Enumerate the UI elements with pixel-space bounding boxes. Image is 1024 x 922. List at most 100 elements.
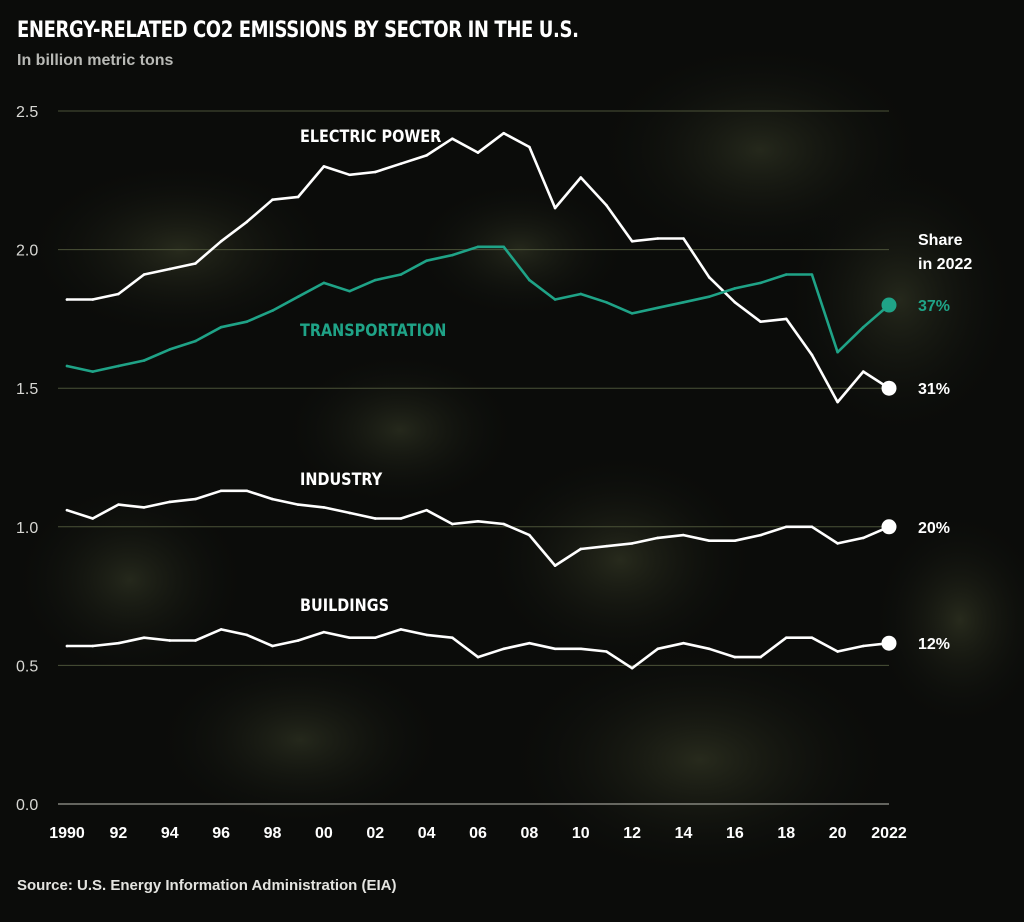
- x-tick-label: 00: [315, 825, 333, 842]
- y-tick-label: 0.0: [16, 797, 38, 814]
- x-tick-label: 2022: [871, 825, 907, 842]
- share-label-transportation: 37%: [918, 298, 950, 315]
- end-marker-buildings: [881, 635, 897, 651]
- x-tick-label: 08: [520, 825, 538, 842]
- data-point-transportation: [502, 245, 505, 249]
- y-tick-label: 1.5: [16, 381, 38, 398]
- data-point-transportation: [682, 300, 685, 304]
- data-point-buildings: [117, 641, 120, 645]
- data-point-electric-power: [528, 145, 531, 149]
- data-point-buildings: [194, 639, 197, 642]
- data-point-buildings: [528, 641, 531, 645]
- data-point-buildings: [630, 666, 634, 670]
- x-tick-label: 06: [469, 825, 487, 842]
- data-point-transportation: [605, 300, 608, 304]
- x-tick-label: 14: [675, 825, 693, 842]
- data-point-buildings: [476, 655, 480, 659]
- data-point-electric-power: [759, 320, 762, 323]
- x-tick-label: 02: [366, 825, 384, 842]
- data-point-industry: [91, 517, 94, 520]
- data-point-transportation: [784, 273, 788, 276]
- data-point-industry: [862, 536, 865, 540]
- data-point-buildings: [862, 644, 865, 648]
- data-point-buildings: [836, 650, 839, 653]
- data-point-buildings: [451, 636, 454, 639]
- data-point-industry: [784, 525, 788, 529]
- data-point-transportation: [707, 295, 711, 299]
- data-point-industry: [425, 508, 428, 512]
- data-point-electric-power: [707, 276, 711, 279]
- series-label-transportation: TRANSPORTATION: [300, 320, 446, 340]
- data-point-electric-power: [373, 170, 377, 174]
- y-tick-label: 2.0: [16, 243, 38, 260]
- data-point-buildings: [733, 655, 737, 659]
- data-point-buildings: [810, 636, 814, 639]
- x-tick-label: 92: [109, 825, 127, 842]
- data-point-industry: [271, 497, 274, 501]
- data-point-transportation: [91, 370, 94, 373]
- x-tick-label: 98: [264, 825, 282, 842]
- data-point-industry: [373, 517, 377, 520]
- data-point-buildings: [219, 628, 223, 631]
- data-point-transportation: [836, 350, 839, 354]
- data-point-buildings: [656, 647, 660, 651]
- data-point-electric-power: [425, 154, 428, 157]
- data-point-industry: [399, 517, 403, 520]
- data-point-buildings: [707, 647, 711, 651]
- data-point-transportation: [579, 292, 583, 296]
- x-tick-label: 20: [829, 825, 847, 842]
- data-point-transportation: [194, 339, 197, 343]
- data-point-buildings: [579, 647, 583, 651]
- data-point-electric-power: [296, 195, 300, 199]
- series-line-industry: [65, 489, 891, 567]
- y-tick-label: 1.0: [16, 520, 38, 537]
- data-point-industry: [142, 506, 146, 509]
- data-point-electric-power: [245, 220, 249, 224]
- data-point-electric-power: [219, 239, 223, 243]
- data-point-buildings: [553, 647, 557, 651]
- data-point-buildings: [271, 644, 274, 648]
- data-point-electric-power: [553, 206, 557, 210]
- data-point-buildings: [322, 630, 326, 634]
- data-point-industry: [579, 547, 583, 551]
- x-tick-label: 12: [623, 825, 641, 842]
- series-line-buildings: [65, 628, 891, 670]
- data-point-transportation: [322, 281, 326, 285]
- data-point-transportation: [219, 325, 223, 329]
- share-label-buildings: 12%: [918, 636, 950, 653]
- data-point-electric-power: [810, 353, 814, 357]
- data-point-transportation: [656, 306, 660, 310]
- data-point-buildings: [682, 641, 685, 645]
- y-tick-label: 2.5: [16, 104, 38, 121]
- share-label-industry: 20%: [918, 520, 950, 537]
- data-point-transportation: [862, 325, 865, 329]
- data-point-industry: [759, 533, 762, 537]
- share-header-line-2: in 2022: [918, 256, 973, 273]
- data-point-electric-power: [784, 317, 788, 321]
- data-point-electric-power: [194, 262, 197, 265]
- data-point-electric-power: [65, 298, 69, 301]
- data-point-electric-power: [630, 239, 634, 243]
- data-point-electric-power: [476, 151, 480, 154]
- data-point-industry: [451, 522, 454, 526]
- x-tick-label: 96: [212, 825, 230, 842]
- data-point-industry: [502, 522, 505, 526]
- data-point-industry: [528, 533, 531, 537]
- data-point-buildings: [605, 650, 608, 653]
- data-point-transportation: [553, 298, 557, 301]
- data-point-transportation: [296, 295, 300, 299]
- data-point-industry: [836, 542, 839, 545]
- share-label-electric-power: 31%: [918, 381, 950, 398]
- data-point-electric-power: [656, 237, 660, 240]
- x-tick-label: 16: [726, 825, 744, 842]
- data-point-industry: [65, 508, 69, 512]
- data-point-buildings: [168, 639, 172, 642]
- data-point-industry: [296, 503, 300, 506]
- data-point-electric-power: [682, 237, 685, 240]
- data-point-electric-power: [579, 176, 583, 179]
- data-point-transportation: [168, 348, 172, 351]
- data-point-buildings: [348, 636, 351, 639]
- data-point-buildings: [502, 647, 505, 651]
- data-point-electric-power: [168, 267, 172, 271]
